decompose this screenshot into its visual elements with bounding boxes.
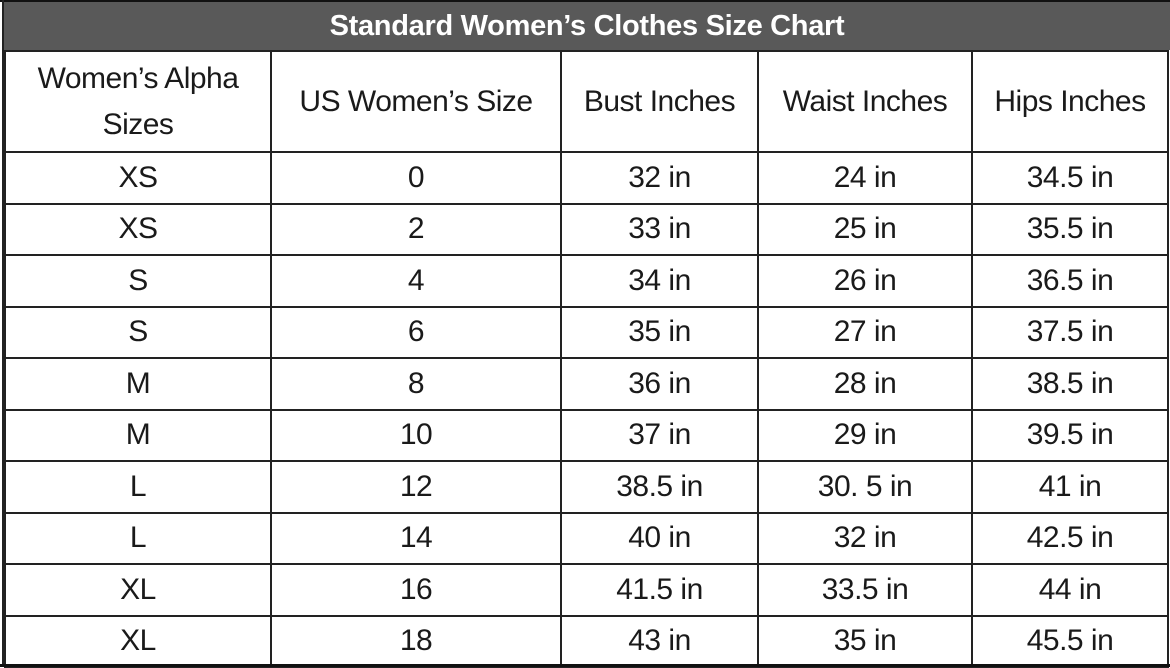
alpha-size-cell: XS bbox=[4, 151, 272, 205]
hips-cell: 36.5 in bbox=[971, 254, 1169, 308]
waist-cell: 26 in bbox=[757, 254, 973, 308]
waist-cell: 33.5 in bbox=[757, 563, 973, 617]
hips-cell: 42.5 in bbox=[971, 511, 1169, 565]
waist-cell: 25 in bbox=[757, 202, 973, 256]
hips-cell: 45.5 in bbox=[971, 614, 1169, 668]
bust-cell: 43 in bbox=[560, 614, 759, 668]
bust-cell: 37 in bbox=[560, 408, 759, 462]
hips-cell: 44 in bbox=[971, 563, 1169, 617]
size-chart-table: Women’s Alpha Sizes US Women’s Size Bust… bbox=[4, 50, 1169, 668]
hips-cell: 34.5 in bbox=[971, 151, 1169, 205]
waist-cell: 30. 5 in bbox=[757, 460, 973, 514]
hips-cell: 39.5 in bbox=[971, 408, 1169, 462]
header-alpha-size: Women’s Alpha Sizes bbox=[4, 50, 272, 153]
table-row: XS 0 32 in 24 in 34.5 in bbox=[4, 151, 1169, 205]
us-size-cell: 12 bbox=[270, 460, 562, 514]
header-us-size: US Women’s Size bbox=[270, 50, 562, 153]
us-size-cell: 8 bbox=[270, 357, 562, 411]
alpha-size-cell: XL bbox=[4, 563, 272, 617]
us-size-cell: 18 bbox=[270, 614, 562, 668]
alpha-size-cell: M bbox=[4, 408, 272, 462]
hips-cell: 41 in bbox=[971, 460, 1169, 514]
table-row: S 6 35 in 27 in 37.5 in bbox=[4, 305, 1169, 359]
bust-cell: 38.5 in bbox=[560, 460, 759, 514]
us-size-cell: 16 bbox=[270, 563, 562, 617]
hips-cell: 38.5 in bbox=[971, 357, 1169, 411]
table-row: M 10 37 in 29 in 39.5 in bbox=[4, 408, 1169, 462]
bust-cell: 36 in bbox=[560, 357, 759, 411]
table-row: L 12 38.5 in 30. 5 in 41 in bbox=[4, 460, 1169, 514]
waist-cell: 29 in bbox=[757, 408, 973, 462]
us-size-cell: 6 bbox=[270, 305, 562, 359]
table-row: L 14 40 in 32 in 42.5 in bbox=[4, 511, 1169, 565]
hips-cell: 35.5 in bbox=[971, 202, 1169, 256]
bust-cell: 32 in bbox=[560, 151, 759, 205]
waist-cell: 32 in bbox=[757, 511, 973, 565]
alpha-size-cell: L bbox=[4, 460, 272, 514]
table-row: S 4 34 in 26 in 36.5 in bbox=[4, 254, 1169, 308]
waist-cell: 28 in bbox=[757, 357, 973, 411]
us-size-cell: 4 bbox=[270, 254, 562, 308]
us-size-cell: 10 bbox=[270, 408, 562, 462]
chart-title: Standard Women’s Clothes Size Chart bbox=[4, 2, 1170, 50]
table-row: XL 16 41.5 in 33.5 in 44 in bbox=[4, 563, 1169, 617]
table-row: XS 2 33 in 25 in 35.5 in bbox=[4, 202, 1169, 256]
header-hips: Hips Inches bbox=[971, 50, 1169, 153]
left-border bbox=[2, 0, 4, 667]
bust-cell: 40 in bbox=[560, 511, 759, 565]
header-waist: Waist Inches bbox=[757, 50, 973, 153]
alpha-size-cell: XL bbox=[4, 614, 272, 668]
hips-cell: 37.5 in bbox=[971, 305, 1169, 359]
alpha-size-cell: S bbox=[4, 305, 272, 359]
alpha-size-cell: XS bbox=[4, 202, 272, 256]
alpha-size-cell: L bbox=[4, 511, 272, 565]
waist-cell: 24 in bbox=[757, 151, 973, 205]
table-body: XS 0 32 in 24 in 34.5 in XS 2 33 in 25 in 35.5 in… bbox=[4, 151, 1169, 668]
waist-cell: 35 in bbox=[757, 614, 973, 668]
alpha-size-cell: S bbox=[4, 254, 272, 308]
table-row: M 8 36 in 28 in 38.5 in bbox=[4, 357, 1169, 411]
header-row: Women’s Alpha Sizes US Women’s Size Bust… bbox=[4, 50, 1169, 153]
bust-cell: 33 in bbox=[560, 202, 759, 256]
bottom-border bbox=[0, 664, 1170, 667]
us-size-cell: 14 bbox=[270, 511, 562, 565]
us-size-cell: 2 bbox=[270, 202, 562, 256]
bust-cell: 35 in bbox=[560, 305, 759, 359]
top-border bbox=[0, 0, 1170, 2]
header-bust: Bust Inches bbox=[560, 50, 759, 153]
us-size-cell: 0 bbox=[270, 151, 562, 205]
bust-cell: 34 in bbox=[560, 254, 759, 308]
bust-cell: 41.5 in bbox=[560, 563, 759, 617]
table-row: XL 18 43 in 35 in 45.5 in bbox=[4, 614, 1169, 668]
alpha-size-cell: M bbox=[4, 357, 272, 411]
waist-cell: 27 in bbox=[757, 305, 973, 359]
